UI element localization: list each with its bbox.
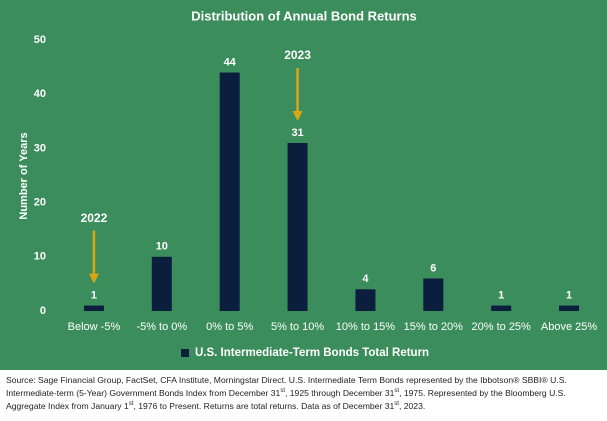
bar: [83, 305, 104, 311]
x-tick-label: Above 25%: [541, 321, 597, 333]
x-tick-label: 10% to 15%: [336, 321, 396, 333]
x-tick-label: Below -5%: [68, 321, 121, 333]
data-label: 1: [91, 289, 97, 301]
y-tick-label: 10: [34, 251, 46, 263]
source-text: , 1925 through December 31: [285, 388, 395, 398]
y-tick-label: 0: [40, 305, 46, 317]
superscript: st: [394, 401, 399, 408]
data-label: 6: [430, 262, 436, 274]
data-label: 1: [498, 289, 504, 301]
annotation-label: 2022: [81, 211, 108, 225]
bar: [491, 305, 512, 311]
superscript: st: [128, 401, 134, 408]
bar: [355, 289, 376, 311]
legend-swatch: [181, 349, 189, 357]
x-tick-label: 5% to 10%: [271, 321, 324, 333]
chart: Distribution of Annual Bond Returns Numb…: [0, 0, 607, 370]
source-text: , 2023.: [398, 401, 426, 411]
x-tick-label: 0% to 5%: [206, 321, 253, 333]
y-tick-label: 50: [34, 34, 46, 46]
bar: [559, 305, 580, 311]
chart-title: Distribution of Annual Bond Returns: [191, 8, 417, 23]
source-text: Source: Sage Financial Group, FactSet, C…: [6, 375, 567, 398]
x-tick-label: 20% to 25%: [472, 321, 532, 333]
data-label: 31: [291, 127, 303, 139]
superscript: st: [280, 388, 285, 395]
bar: [219, 72, 240, 312]
source-note: Source: Sage Financial Group, FactSet, C…: [0, 370, 607, 421]
source-text: , 1976 to Present. Returns are total ret…: [133, 401, 395, 411]
y-tick-label: 30: [34, 142, 46, 154]
annotation-arrowhead: [292, 110, 303, 121]
y-tick-label: 40: [34, 88, 46, 100]
data-label: 4: [362, 273, 369, 285]
source-text: , 1975. Represented by the Bloomberg U.S…: [6, 388, 566, 411]
x-tick-label: -5% to 0%: [136, 321, 187, 333]
data-label: 10: [156, 241, 168, 253]
legend-label: U.S. Intermediate-Term Bonds Total Retur…: [195, 347, 429, 359]
annotation-label: 2023: [284, 48, 311, 62]
bar: [151, 256, 172, 311]
bar: [423, 278, 444, 311]
x-tick-label: 15% to 20%: [404, 321, 464, 333]
superscript: st: [394, 388, 400, 395]
annotation-arrowhead: [88, 273, 99, 284]
bar: [287, 142, 308, 311]
data-label: 1: [566, 289, 572, 301]
y-tick-label: 20: [34, 197, 46, 209]
y-axis-label: Number of Years: [18, 132, 30, 219]
data-label: 44: [224, 56, 237, 68]
